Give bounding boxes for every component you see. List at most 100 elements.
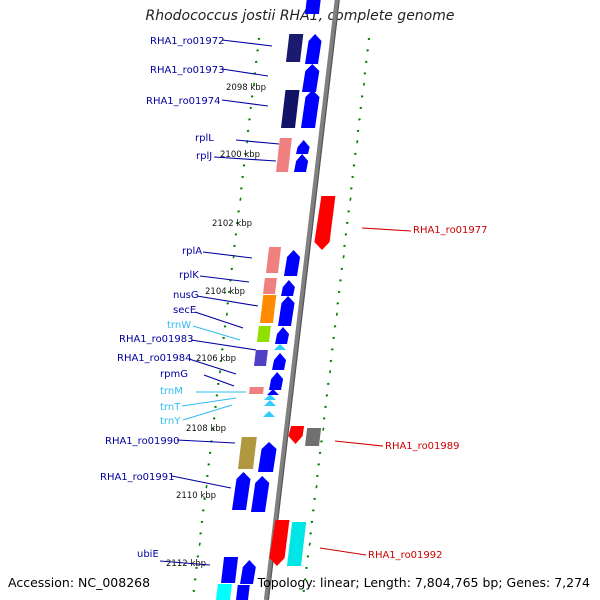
gene-arrow-9[interactable]	[272, 353, 287, 370]
gene-label[interactable]: trnW	[167, 320, 191, 331]
gene-box-7[interactable]	[260, 295, 277, 323]
leader-line	[203, 374, 235, 387]
gene-label[interactable]: trnT	[160, 402, 181, 413]
right-tick	[364, 60, 368, 64]
right-tick	[343, 244, 346, 248]
gene-label[interactable]: RHA1_ro01974	[146, 96, 221, 107]
gene-arrow-7[interactable]	[278, 296, 295, 326]
left-tick	[235, 221, 239, 225]
gene-arrow-top[interactable]	[305, 0, 321, 14]
gene-arrow-10[interactable]	[269, 372, 284, 390]
right-tick	[360, 95, 364, 98]
right-tick	[310, 520, 314, 524]
gene-box-bottom[interactable]	[216, 584, 232, 600]
gene-arrow-11[interactable]	[258, 442, 277, 472]
gene-box-14[interactable]	[221, 557, 239, 583]
left-tick	[230, 267, 234, 271]
gene-box-5[interactable]	[266, 247, 282, 273]
gene-label[interactable]: RHA1_ro01992	[368, 550, 443, 561]
leader-line	[235, 139, 280, 145]
gene-box-2[interactable]	[281, 90, 300, 128]
gene-arrow-12[interactable]	[232, 472, 251, 510]
gene-label[interactable]: trnM	[160, 386, 183, 397]
gene-label[interactable]: ubiE	[137, 549, 159, 560]
gene-label[interactable]: RHA1_ro01990	[105, 436, 180, 447]
gene-label[interactable]: rplL	[195, 133, 214, 144]
leader-line	[176, 439, 236, 444]
gene-arrow-0[interactable]	[305, 34, 322, 64]
gene-label[interactable]: RHA1_ro01977	[413, 225, 488, 236]
left-tick	[234, 233, 238, 236]
left-tick	[242, 164, 246, 167]
gene-arrow-6[interactable]	[281, 280, 295, 296]
gene-box-11[interactable]	[238, 437, 257, 469]
leader-line	[196, 295, 259, 307]
gene-label[interactable]: RHA1_ro01991	[100, 472, 175, 483]
gene-arrow-bottom[interactable]	[236, 585, 250, 600]
gene-label[interactable]: nusG	[173, 290, 199, 301]
left-tick	[215, 394, 219, 397]
left-tick	[206, 474, 209, 478]
right-tick	[303, 578, 307, 581]
leader-line	[159, 560, 211, 566]
gene-arrow-13[interactable]	[251, 476, 270, 512]
left-tick	[237, 210, 240, 213]
left-tick	[222, 336, 225, 340]
right-tick	[325, 394, 329, 397]
leader-line	[192, 325, 241, 341]
trna-W-glyph[interactable]	[274, 344, 286, 350]
scale-label: 2108 kbp	[186, 424, 226, 434]
scale-label: 2102 kbp	[212, 219, 252, 229]
gene-box-4[interactable]	[276, 154, 291, 172]
gene-arrow-3[interactable]	[296, 140, 310, 154]
gene-label[interactable]: RHA1_ro01984	[117, 353, 192, 364]
gene-label[interactable]: trnY	[160, 416, 181, 427]
left-tick	[201, 509, 205, 512]
gene-label[interactable]: rpmG	[160, 369, 188, 380]
gene-RHA1_ro01989[interactable]	[288, 426, 305, 444]
right-tick	[318, 451, 322, 455]
gene-label[interactable]: rplA	[182, 246, 202, 257]
gene-arrow-1[interactable]	[302, 64, 320, 92]
gene-label[interactable]: rplK	[179, 270, 199, 281]
gene-RHA1_ro01989-pair[interactable]	[305, 428, 322, 446]
right-tick	[356, 129, 360, 133]
gene-box-10[interactable]	[249, 387, 264, 394]
left-tick	[256, 49, 259, 52]
gene-box-3[interactable]	[278, 138, 292, 154]
gene-labels[interactable]: RHA1_ro01972 RHA1_ro01973 RHA1_ro01974 rplL…	[100, 36, 488, 561]
left-tick	[192, 589, 196, 593]
gene-label[interactable]: secE	[173, 305, 196, 316]
left-tick	[212, 417, 216, 420]
right-tick	[320, 440, 323, 443]
gene-arrow-8[interactable]	[275, 327, 290, 344]
gene-RHA1_ro01977[interactable]	[314, 196, 336, 250]
trna-Y-glyph[interactable]	[263, 411, 275, 417]
rpmG-glyph[interactable]	[267, 389, 279, 395]
gene-arrow-14[interactable]	[240, 560, 256, 584]
gene-label[interactable]: RHA1_ro01973	[150, 65, 225, 76]
gene-arrow-4[interactable]	[294, 154, 309, 172]
gene-label[interactable]: rplJ	[196, 151, 212, 162]
gene-RHA1_ro01992[interactable]	[269, 520, 290, 566]
gene-label[interactable]: RHA1_ro01989	[385, 441, 460, 452]
gene-RHA1_ro01992-pair[interactable]	[287, 522, 307, 566]
gene-arrow-2[interactable]	[301, 90, 320, 128]
gene-box-6[interactable]	[263, 278, 277, 294]
trna-M-glyph[interactable]	[264, 394, 276, 400]
gene-arrow-5[interactable]	[284, 250, 301, 276]
gene-label[interactable]: RHA1_ro01983	[119, 334, 194, 345]
gene-features[interactable]	[216, 0, 336, 600]
left-tick	[196, 555, 200, 558]
left-tick	[257, 37, 261, 41]
gene-label[interactable]: RHA1_ro01972	[150, 36, 225, 47]
gene-box-0[interactable]	[286, 34, 304, 62]
gene-box-8[interactable]	[257, 326, 271, 342]
right-tick	[349, 187, 353, 190]
gene-box-9[interactable]	[254, 350, 268, 366]
left-tick	[220, 348, 224, 351]
left-tick	[241, 175, 244, 179]
trna-T-glyph[interactable]	[264, 400, 276, 406]
leader-line	[221, 99, 269, 107]
